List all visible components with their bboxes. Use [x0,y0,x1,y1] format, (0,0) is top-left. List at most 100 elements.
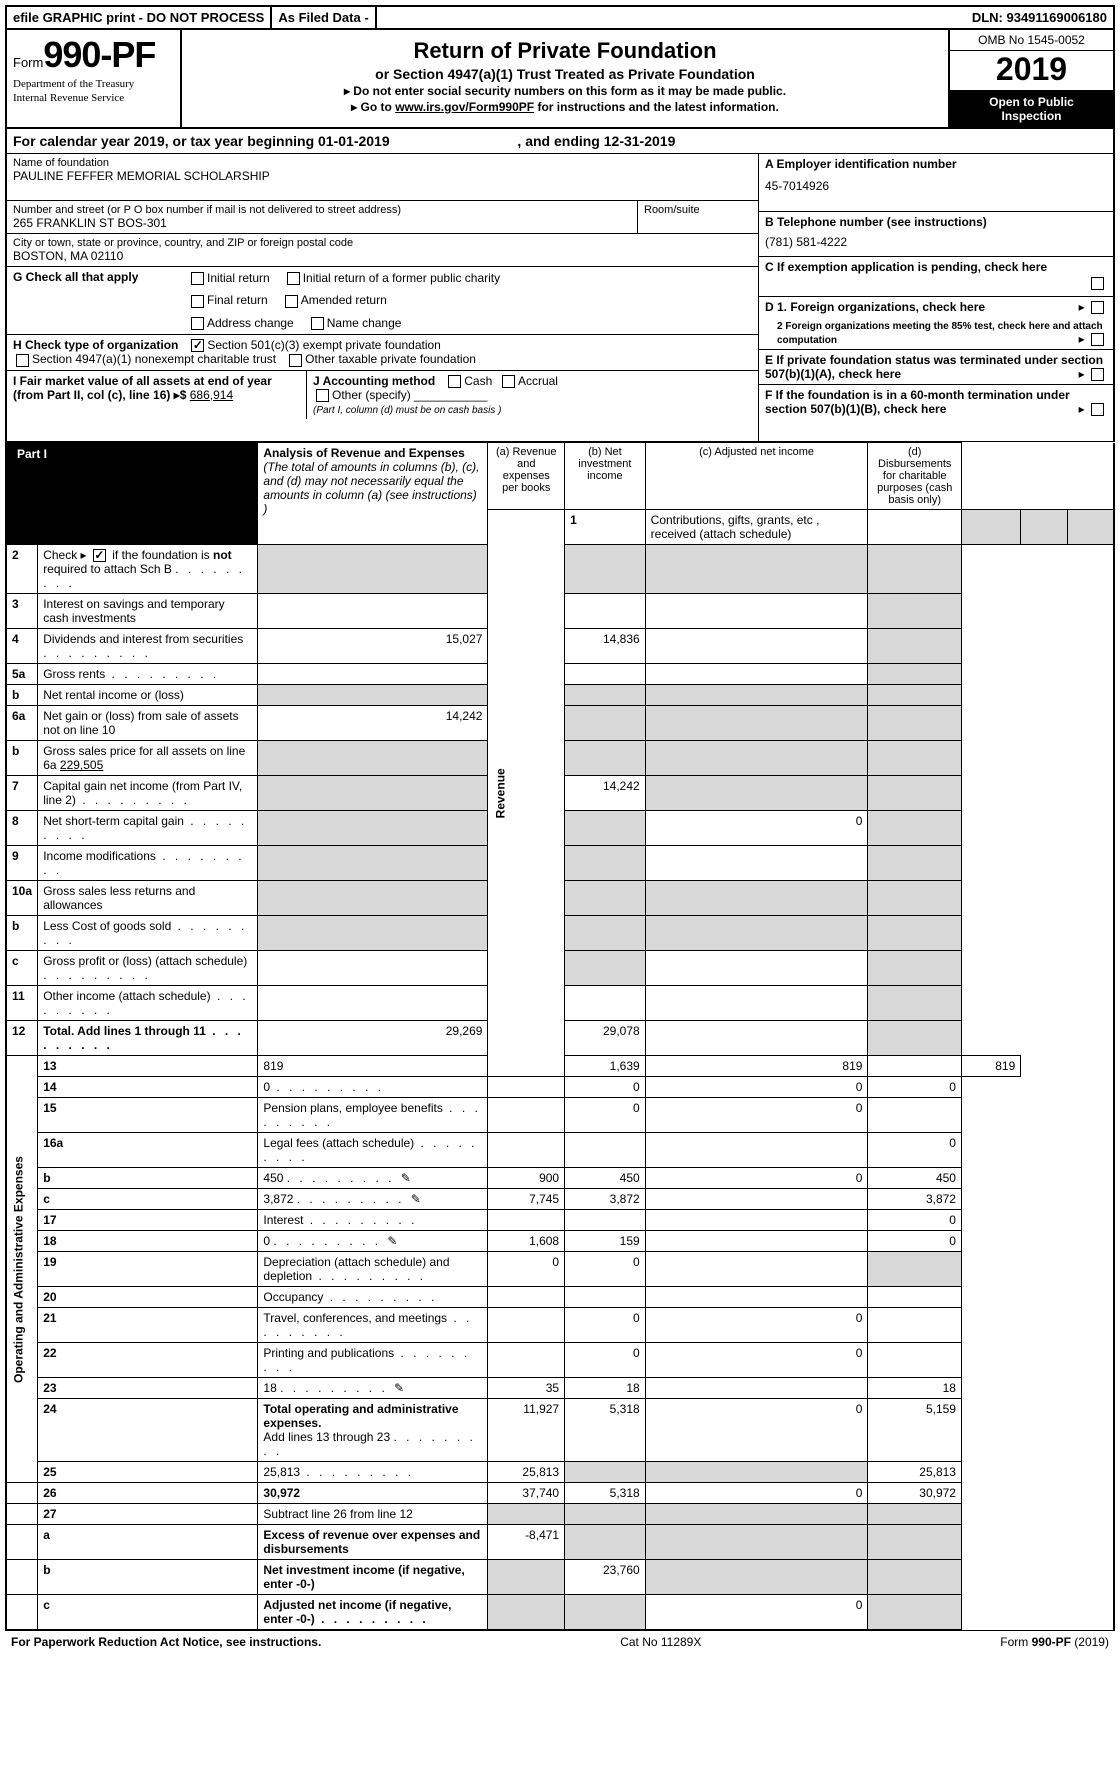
table-row: 180 ✎1,6081590 [6,1231,1114,1252]
irs: Internal Revenue Service [13,92,174,104]
table-row: 2525,81325,81325,813 [6,1462,1114,1483]
g-amended-return[interactable]: Amended return [282,293,387,307]
attach-icon[interactable]: ✎ [384,1234,400,1248]
table-row: 16aLegal fees (attach schedule)0 [6,1133,1114,1168]
table-row: c3,872 ✎7,7453,8723,872 [6,1189,1114,1210]
tax-year: 2019 [950,51,1113,91]
fmv-value: 686,914 [190,388,233,402]
omb-no: OMB No 1545-0052 [950,30,1113,51]
cat-no: Cat No 11289X [620,1635,701,1649]
table-row: bNet investment income (if negative, ent… [6,1560,1114,1595]
table-row: cAdjusted net income (if negative, enter… [6,1595,1114,1630]
street-block: Number and street (or P O box number if … [7,201,638,233]
section-c: C If exemption application is pending, c… [759,257,1113,297]
top-bar: efile GRAPHIC print - DO NOT PROCESS As … [5,5,1115,30]
irs-link[interactable]: www.irs.gov/Form990PF [395,100,534,114]
e-checkbox[interactable] [1091,368,1104,381]
attach-icon[interactable]: ✎ [391,1381,407,1395]
table-row: 2318 ✎351818 [6,1378,1114,1399]
form-page: efile GRAPHIC print - DO NOT PROCESS As … [0,0,1120,1658]
form-inst-2: ▸ Go to www.irs.gov/Form990PF for instru… [192,100,938,114]
h-other-taxable[interactable]: Other taxable private foundation [286,352,476,366]
section-j: J Accounting method Cash Accrual Other (… [307,371,758,420]
foundation-name-block: Name of foundation PAULINE FEFFER MEMORI… [7,154,758,201]
g-name-change[interactable]: Name change [308,316,402,330]
line6a-salesprice: 229,505 [60,758,103,772]
attach-icon[interactable]: ✎ [408,1192,424,1206]
table-row: 21Travel, conferences, and meetings00 [6,1308,1114,1343]
f-checkbox[interactable] [1091,403,1104,416]
section-f: F If the foundation is in a 60-month ter… [759,385,1113,441]
section-e: E If private foundation status was termi… [759,350,1113,385]
table-row: b450 ✎9004500450 [6,1168,1114,1189]
table-row: 24Total operating and administrative exp… [6,1399,1114,1462]
j-accrual[interactable]: Accrual [499,374,558,388]
g-initial-return[interactable]: Initial return [188,271,270,285]
table-row: aExcess of revenue over expenses and dis… [6,1525,1114,1560]
efile-notice: efile GRAPHIC print - DO NOT PROCESS [7,7,272,28]
foundation-name: PAULINE FEFFER MEMORIAL SCHOLARSHIP [13,169,752,183]
opex-label: Operating and Administrative Expenses [6,1056,38,1483]
h-4947[interactable]: Section 4947(a)(1) nonexempt charitable … [13,352,276,366]
part1-title: Analysis of Revenue and Expenses [263,446,464,460]
j-other[interactable]: Other (specify) [313,388,411,402]
attach-icon[interactable]: ✎ [398,1171,414,1185]
open-public: Open to Public Inspection [950,91,1113,127]
room-suite: Room/suite [638,201,758,233]
street-address: 265 FRANKLIN ST BOS-301 [13,216,631,230]
calendar-year-line: For calendar year 2019, or tax year begi… [5,129,1115,154]
schb-checkbox[interactable] [93,549,106,562]
col-a: (a) Revenue and expenses per books [488,443,565,510]
h-501c3[interactable]: Section 501(c)(3) exempt private foundat… [188,338,440,352]
g-initial-former[interactable]: Initial return of a former public charit… [284,271,500,285]
inst2-pre: ▸ Go to [351,100,395,114]
table-row: 19Depreciation (attach schedule) and dep… [6,1252,1114,1287]
form-id-block: Form990-PF Department of the Treasury In… [7,30,182,127]
table-row: 27Subtract line 26 from line 12 [6,1504,1114,1525]
section-b: B Telephone number (see instructions) (7… [759,212,1113,257]
part1-tag: Part I [7,443,257,465]
ein-value: 45-7014926 [765,179,1107,193]
col-c: (c) Adjusted net income [645,443,868,510]
dln: DLN: 93491169006180 [966,7,1113,28]
col-b: (b) Net investment income [565,443,646,510]
col-d: (d) Disbursements for charitable purpose… [868,443,962,510]
h-label: H Check type of organization [13,338,178,352]
form-header: Form990-PF Department of the Treasury In… [5,30,1115,129]
as-filed: As Filed Data - [272,7,376,28]
j-label: J Accounting method [313,374,435,388]
d1-checkbox[interactable] [1091,301,1104,314]
table-row: 2630,97237,7405,318030,972 [6,1483,1114,1504]
section-a: A Employer identification number 45-7014… [759,154,1113,212]
dept-treasury: Department of the Treasury [13,78,174,90]
form-title-block: Return of Private Foundation or Section … [182,30,948,127]
section-i: I Fair market value of all assets at end… [7,371,307,420]
table-row: 17Interest0 [6,1210,1114,1231]
j-cash[interactable]: Cash [445,374,492,388]
section-g: G Check all that apply Initial return In… [7,267,758,335]
city-value: BOSTON, MA 02110 [13,249,752,263]
table-row: 140000 [6,1077,1114,1098]
paperwork-notice: For Paperwork Reduction Act Notice, see … [11,1635,321,1649]
d2-checkbox[interactable] [1091,333,1104,346]
page-footer: For Paperwork Reduction Act Notice, see … [5,1630,1115,1653]
g-final-return[interactable]: Final return [188,293,268,307]
city-block: City or town, state or province, country… [7,234,758,267]
header-right: OMB No 1545-0052 2019 Open to Public Ins… [948,30,1113,127]
part1-note: (The total of amounts in columns (b), (c… [263,460,479,516]
section-d: D 1. Foreign organizations, check here ▸… [759,297,1113,350]
phone-value: (781) 581-4222 [765,235,1107,249]
form-inst-1: ▸ Do not enter social security numbers o… [192,84,938,98]
c-checkbox[interactable] [1091,277,1104,290]
g-label: G Check all that apply [7,267,182,289]
g-address-change[interactable]: Address change [188,316,294,330]
section-h: H Check type of organization Section 501… [7,335,758,371]
form-number: 990-PF [43,34,155,75]
table-row: 22Printing and publications00 [6,1343,1114,1378]
inst2-post: for instructions and the latest informat… [534,100,779,114]
form-ref: Form 990-PF (2019) [1000,1635,1109,1649]
form-prefix: Form [13,55,43,70]
table-row: 20Occupancy [6,1287,1114,1308]
table-row: 15Pension plans, employee benefits00 [6,1098,1114,1133]
revenue-label: Revenue [488,510,565,1077]
